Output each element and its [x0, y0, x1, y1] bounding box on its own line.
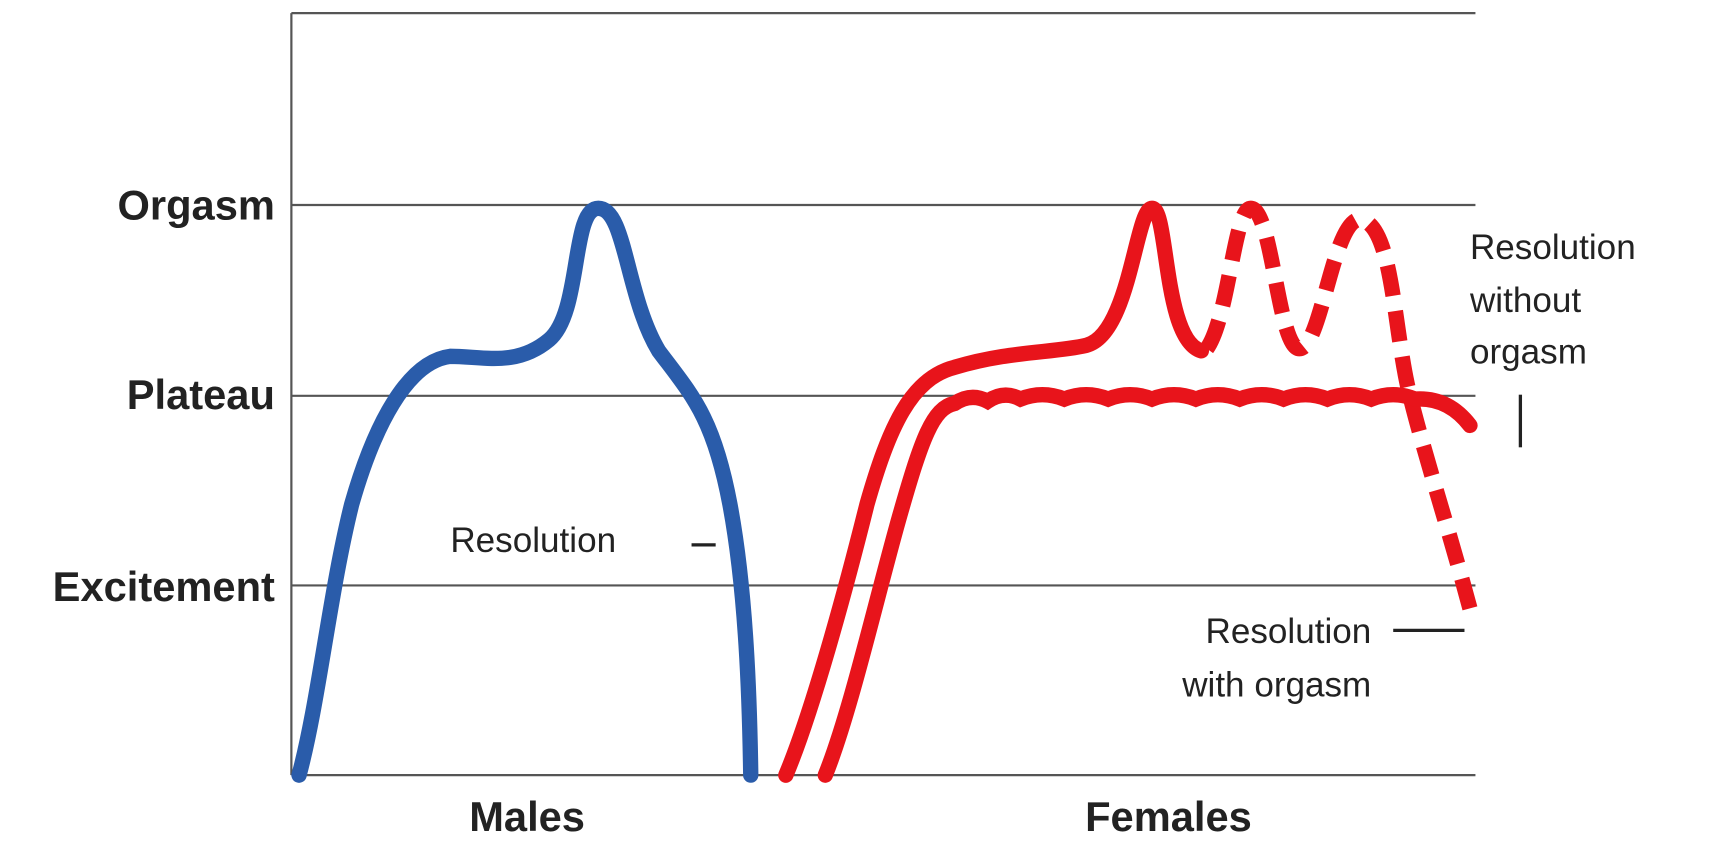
annotation: orgasm	[1470, 332, 1587, 371]
male-curve	[291, 200, 759, 783]
female-plateau-curve	[817, 387, 1478, 783]
group-label: Males	[469, 793, 585, 840]
female-multiple-orgasm-curve	[1200, 200, 1478, 611]
y-label: Plateau	[127, 371, 275, 418]
annotation: with orgasm	[1181, 666, 1371, 705]
annotation: Resolution	[1470, 228, 1636, 267]
annotation: Resolution	[450, 521, 616, 560]
y-label: Orgasm	[117, 181, 274, 228]
female-orgasm-curve	[778, 200, 1210, 783]
y-label: Excitement	[53, 563, 275, 610]
annotation: Resolution	[1206, 612, 1372, 651]
grid	[290, 12, 1476, 777]
group-label: Females	[1085, 793, 1252, 840]
annotation: without	[1469, 281, 1581, 320]
